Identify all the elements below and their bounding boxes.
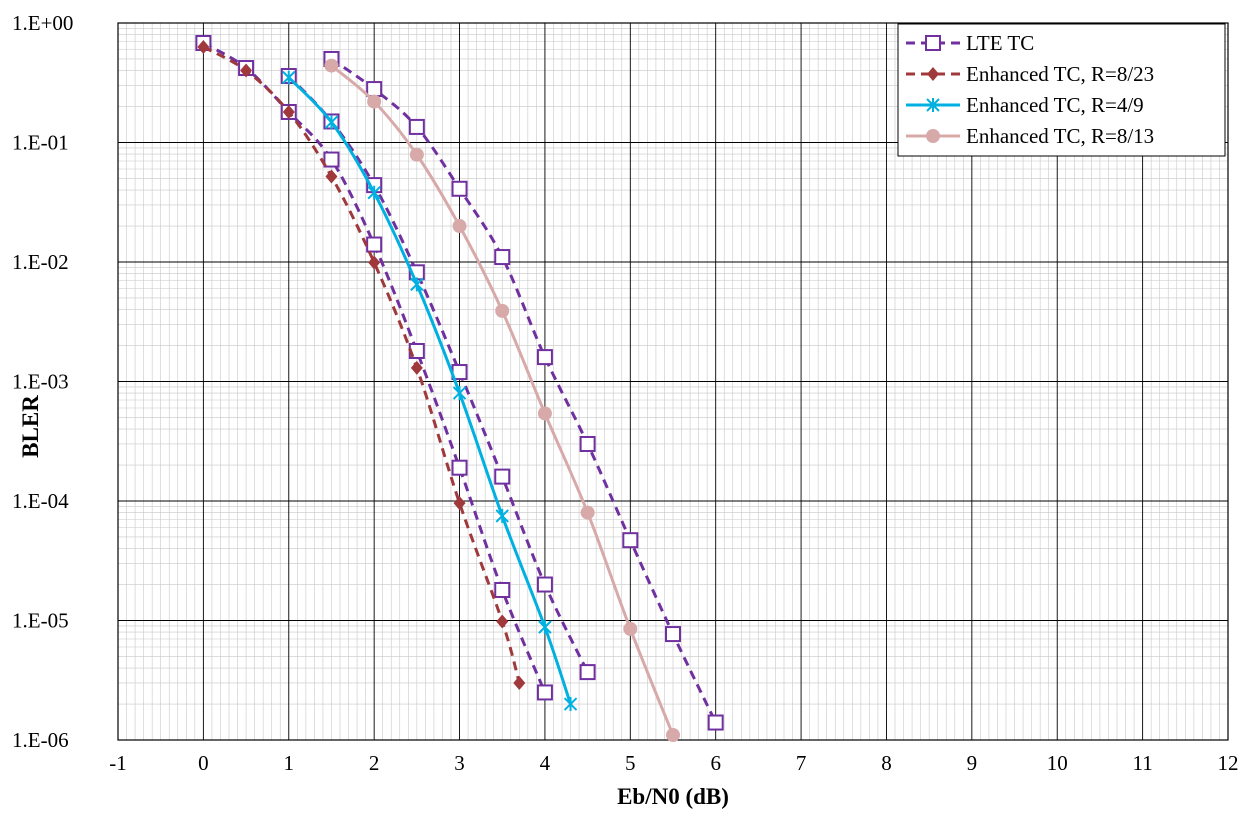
y-tick-label: 1.E-04 — [12, 489, 69, 513]
data-point — [579, 664, 596, 681]
data-point — [366, 81, 383, 98]
legend-label: LTE TC — [966, 31, 1034, 55]
data-point — [496, 614, 509, 629]
y-tick-label: 1.E+00 — [12, 11, 73, 35]
data-point — [563, 697, 578, 712]
y-tick-label: 1.E-05 — [12, 609, 69, 633]
legend-item: Enhanced TC, R=8/23 — [906, 62, 1154, 86]
series-line — [330, 57, 718, 724]
legend-item: Enhanced TC, R=4/9 — [906, 93, 1144, 117]
legend: LTE TC Enhanced TC, R=8/23 Enhanced TC, R=… — [897, 23, 1226, 157]
legend-marker — [927, 67, 939, 81]
legend-label: Enhanced TC, R=8/13 — [966, 124, 1154, 148]
legend-box — [897, 23, 1226, 157]
legend-item: Enhanced TC, R=8/13 — [906, 124, 1154, 148]
data-point — [324, 115, 339, 130]
data-point — [580, 505, 595, 520]
x-tick-label: 4 — [540, 751, 551, 775]
data-point — [323, 151, 340, 168]
data-point — [410, 277, 424, 292]
y-tick-label: 1.E-06 — [12, 728, 69, 752]
data-point — [536, 576, 553, 593]
x-tick-label: 12 — [1218, 751, 1239, 775]
x-tick-label: 7 — [796, 751, 807, 775]
series-3 — [282, 70, 578, 712]
x-axis-ticks: -1 0 1 2 3 4 5 6 7 8 9 10 11 12 — [109, 751, 1238, 775]
legend-marker — [926, 98, 940, 112]
x-tick-label: 0 — [198, 751, 209, 775]
data-point — [324, 58, 339, 73]
data-point — [622, 532, 639, 549]
data-point — [665, 626, 681, 643]
data-point — [537, 406, 552, 421]
series-line — [287, 76, 572, 705]
series-line — [202, 41, 547, 694]
y-tick-label: 1.E-02 — [12, 250, 69, 274]
data-point — [623, 621, 638, 636]
data-point — [494, 249, 511, 266]
x-tick-label: 3 — [454, 751, 465, 775]
data-point — [494, 581, 511, 598]
x-tick-label: 8 — [881, 751, 892, 775]
legend-label: Enhanced TC, R=8/23 — [966, 62, 1154, 86]
data-point — [494, 468, 511, 485]
legend-item: LTE TC — [906, 31, 1034, 55]
y-axis-ticks: 1.E-06 1.E-05 1.E-04 1.E-03 1.E-02 1.E-01 1.E+… — [12, 11, 73, 752]
data-point — [451, 459, 468, 476]
data-point — [409, 147, 424, 162]
series-layer — [195, 35, 724, 743]
x-tick-label: 2 — [369, 751, 380, 775]
data-point — [495, 508, 509, 523]
data-point — [325, 169, 338, 184]
x-axis-title: Eb/N0 (dB) — [617, 784, 729, 809]
data-point — [495, 303, 510, 318]
series-line — [202, 45, 521, 684]
x-tick-label: 11 — [1132, 751, 1152, 775]
series-4 — [324, 58, 680, 743]
series-line — [330, 64, 675, 736]
data-point — [240, 63, 253, 78]
y-tick-label: 1.E-03 — [12, 370, 69, 394]
data-point — [707, 714, 724, 731]
data-point — [367, 185, 381, 200]
data-point — [368, 255, 381, 270]
data-point — [408, 118, 425, 135]
y-axis-title: BLER — [18, 395, 43, 458]
data-point — [536, 349, 553, 366]
x-tick-label: 10 — [1047, 751, 1068, 775]
data-point — [513, 675, 526, 690]
data-point — [579, 435, 596, 452]
x-tick-label: 6 — [710, 751, 721, 775]
data-point — [452, 219, 467, 234]
data-point — [536, 684, 553, 701]
data-point — [366, 236, 383, 253]
series-line — [287, 74, 589, 673]
x-tick-label: 9 — [967, 751, 978, 775]
data-point — [197, 39, 210, 54]
legend-marker — [925, 35, 941, 51]
data-point — [410, 360, 423, 375]
data-point — [282, 104, 295, 119]
x-tick-label: 1 — [284, 751, 295, 775]
legend-marker — [926, 129, 940, 143]
data-point — [367, 94, 382, 109]
data-point — [451, 180, 468, 197]
data-point — [452, 386, 467, 401]
data-point — [282, 70, 296, 85]
legend-label: Enhanced TC, R=4/9 — [966, 93, 1144, 117]
data-point — [538, 620, 552, 635]
series-2 — [197, 39, 526, 690]
x-tick-label: 5 — [625, 751, 636, 775]
data-point — [666, 728, 680, 743]
data-point — [453, 496, 466, 511]
y-tick-label: 1.E-01 — [12, 131, 69, 155]
x-tick-label: -1 — [109, 751, 127, 775]
